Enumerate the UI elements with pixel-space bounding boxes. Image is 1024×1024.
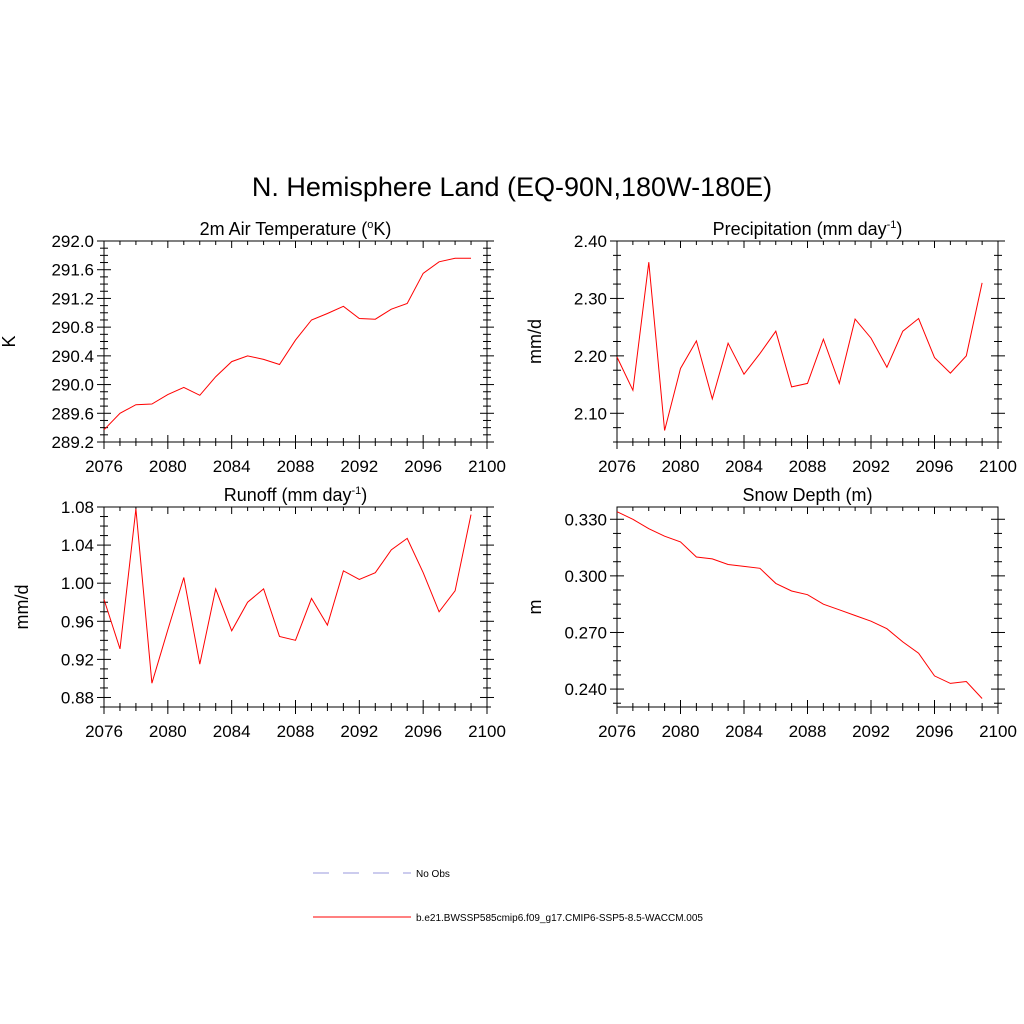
y-axis-label: mm/d bbox=[12, 585, 32, 630]
x-tick-label: 2084 bbox=[213, 457, 251, 476]
y-axis-label: m bbox=[525, 600, 545, 615]
x-tick-label: 2084 bbox=[725, 722, 763, 741]
series-line bbox=[616, 262, 983, 431]
x-tick-label: 2076 bbox=[598, 722, 636, 741]
x-tick-label: 2096 bbox=[916, 722, 954, 741]
y-tick-label: 1.00 bbox=[61, 574, 94, 593]
y-tick-label: 289.2 bbox=[51, 433, 94, 452]
chart-title-text: Runoff (mm day bbox=[224, 485, 352, 505]
x-tick-label: 2084 bbox=[213, 722, 251, 741]
chart-title-text: Precipitation (mm day bbox=[713, 219, 887, 239]
plot-frame bbox=[103, 506, 488, 708]
chart-title-tail: K) bbox=[373, 219, 391, 239]
x-tick-label: 2076 bbox=[598, 457, 636, 476]
x-tick-label: 2100 bbox=[468, 457, 506, 476]
x-tick-label: 2092 bbox=[340, 722, 378, 741]
y-tick-label: 0.240 bbox=[564, 680, 607, 699]
y-tick-label: 289.6 bbox=[51, 404, 94, 423]
y-tick-label: 0.92 bbox=[61, 650, 94, 669]
chart-panel-4: Snow Depth (m) 2076 2080 2084 2088 2092 2096 21… bbox=[525, 485, 1017, 741]
y-tick-label: 290.8 bbox=[51, 318, 94, 337]
y-tick-label: 291.2 bbox=[51, 289, 94, 308]
y-tick-label: 292.0 bbox=[51, 232, 94, 251]
chart-title: Precipitation (mm day-1) bbox=[713, 219, 903, 239]
y-tick-label: 290.0 bbox=[51, 376, 94, 395]
x-tick-label: 2088 bbox=[277, 457, 315, 476]
y-tick-label: 0.270 bbox=[564, 623, 607, 642]
chart-title: 2m Air Temperature (oK) bbox=[200, 219, 392, 239]
y-tick-label: 0.96 bbox=[61, 612, 94, 631]
chart-title-tail: ) bbox=[896, 219, 902, 239]
x-tick-label: 2100 bbox=[979, 722, 1017, 741]
legend-label: No Obs bbox=[416, 869, 450, 880]
y-tick-label: 0.330 bbox=[564, 510, 607, 529]
y-tick-label: 291.6 bbox=[51, 261, 94, 280]
x-tick-label: 2096 bbox=[404, 722, 442, 741]
x-tick-label: 2076 bbox=[85, 457, 123, 476]
y-tick-label: 0.88 bbox=[61, 688, 94, 707]
plot-frame bbox=[616, 240, 999, 443]
y-tick-label: 2.10 bbox=[574, 404, 607, 423]
x-tick-label: 2088 bbox=[789, 457, 827, 476]
y-tick-label: 1.08 bbox=[61, 498, 94, 517]
x-tick-label: 2100 bbox=[979, 457, 1017, 476]
y-tick-label: 290.4 bbox=[51, 347, 94, 366]
x-tick-label: 2080 bbox=[662, 722, 700, 741]
x-tick-label: 2096 bbox=[916, 457, 954, 476]
legend-label: b.e21.BWSSP585cmip6.f09_g17.CMIP6-SSP5-8… bbox=[416, 913, 703, 924]
x-tick-label: 2100 bbox=[468, 722, 506, 741]
chart-title: Runoff (mm day-1) bbox=[224, 485, 368, 505]
y-axis-label: mm/d bbox=[525, 319, 545, 364]
x-tick-label: 2092 bbox=[852, 722, 890, 741]
x-tick-label: 2080 bbox=[149, 722, 187, 741]
y-tick-label: 0.300 bbox=[564, 567, 607, 586]
chart-title-text: Snow Depth (m) bbox=[742, 485, 872, 505]
y-tick-label: 2.30 bbox=[574, 289, 607, 308]
y-tick-label: 2.20 bbox=[574, 347, 607, 366]
chart-title-superscript: o bbox=[367, 219, 373, 231]
x-tick-label: 2096 bbox=[404, 457, 442, 476]
plot-frame bbox=[616, 506, 999, 708]
y-axis-label: K bbox=[0, 335, 19, 347]
x-tick-label: 2076 bbox=[85, 722, 123, 741]
x-tick-label: 2088 bbox=[277, 722, 315, 741]
x-tick-label: 2088 bbox=[789, 722, 827, 741]
x-tick-label: 2092 bbox=[340, 457, 378, 476]
y-tick-label: 1.04 bbox=[61, 536, 94, 555]
x-tick-label: 2092 bbox=[852, 457, 890, 476]
series-line bbox=[103, 508, 472, 684]
x-tick-label: 2080 bbox=[662, 457, 700, 476]
chart-panel-1: 2m Air Temperature (oK) 2076 2080 2084 2088 2… bbox=[0, 219, 506, 476]
y-tick-label: 2.40 bbox=[574, 232, 607, 251]
plot-frame bbox=[103, 240, 488, 443]
chart-title-text: 2m Air Temperature ( bbox=[200, 219, 368, 239]
chart-panels: 2m Air Temperature (oK)2076 2080 2084 2088 2… bbox=[0, 219, 1017, 741]
chart-title-superscript: -1 bbox=[351, 485, 361, 497]
legend: No Obs b.e21.BWSSP585cmip6.f09_g17.CMIP6-… bbox=[313, 869, 703, 924]
chart-title: Snow Depth (m) bbox=[742, 485, 872, 505]
chart-panel-3: Runoff (mm day-1) 2076 2080 2084 2088 2092 209… bbox=[12, 485, 506, 741]
chart-title-tail: ) bbox=[361, 485, 367, 505]
figure-title: N. Hemisphere Land (EQ-90N,180W-180E) bbox=[252, 172, 772, 202]
x-tick-label: 2084 bbox=[725, 457, 763, 476]
chart-panel-2: Precipitation (mm day-1) 2076 2080 2084 2088… bbox=[525, 219, 1017, 476]
chart-title-superscript: -1 bbox=[887, 219, 897, 231]
series-line bbox=[616, 511, 983, 699]
x-tick-label: 2080 bbox=[149, 457, 187, 476]
series-line bbox=[103, 257, 471, 431]
